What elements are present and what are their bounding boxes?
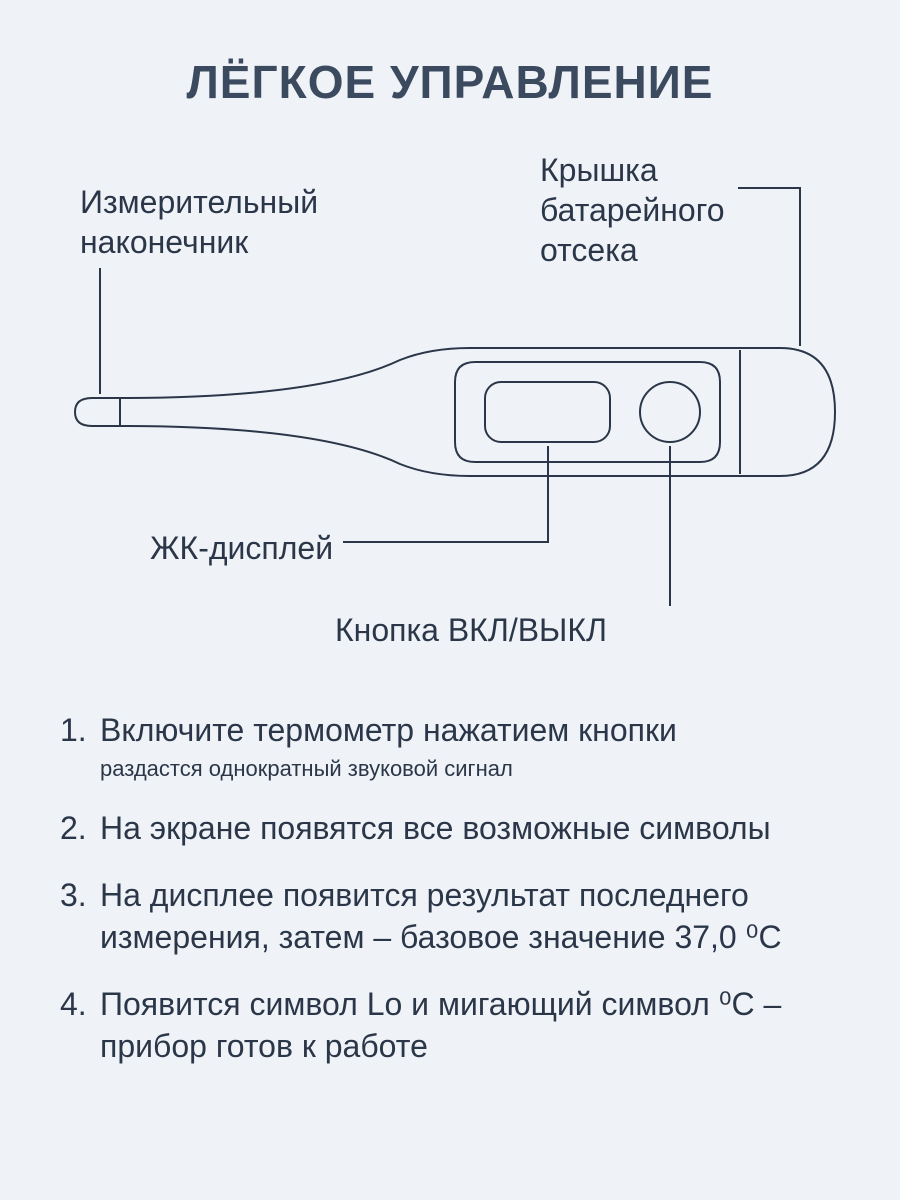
instruction-number: 1. <box>60 710 100 752</box>
instruction-item: 1. Включите термометр нажатием кнопки ра… <box>60 710 830 782</box>
label-button: Кнопка ВКЛ/ВЫКЛ <box>335 610 607 650</box>
instruction-item: 3. На дисплее появится результат последн… <box>60 875 830 958</box>
instruction-subtext: раздастся однократный звуковой сигнал <box>100 756 830 782</box>
instruction-item: 4. Появится символ Lo и мигающий символ … <box>60 984 830 1067</box>
page-title: ЛЁГКОЕ УПРАВЛЕНИЕ <box>0 55 900 109</box>
instruction-number: 3. <box>60 875 100 917</box>
label-battery-line1: Крышка <box>540 152 658 188</box>
instruction-number: 2. <box>60 808 100 850</box>
label-battery-line2: батарейного <box>540 192 724 228</box>
label-tip-line2: наконечник <box>80 224 248 260</box>
instructions-list: 1. Включите термометр нажатием кнопки ра… <box>60 710 830 1094</box>
instruction-text: Включите термометр нажатием кнопки <box>100 710 677 752</box>
label-lcd: ЖК-дисплей <box>150 528 333 568</box>
instruction-item: 2. На экране появятся все возможные симв… <box>60 808 830 850</box>
label-tip-line1: Измерительный <box>80 184 318 220</box>
label-battery-line3: отсека <box>540 232 638 268</box>
instruction-number: 4. <box>60 984 100 1026</box>
thermometer-diagram: Измерительный наконечник Крышка батарейн… <box>0 150 900 670</box>
instruction-text: На экране появятся все возможные символы <box>100 808 771 850</box>
instruction-text: Появится символ Lo и мигающий символ ⁰С … <box>100 984 830 1067</box>
label-tip: Измерительный наконечник <box>80 182 318 262</box>
label-battery: Крышка батарейного отсека <box>540 150 724 270</box>
instruction-text: На дисплее появится результат последнего… <box>100 875 830 958</box>
